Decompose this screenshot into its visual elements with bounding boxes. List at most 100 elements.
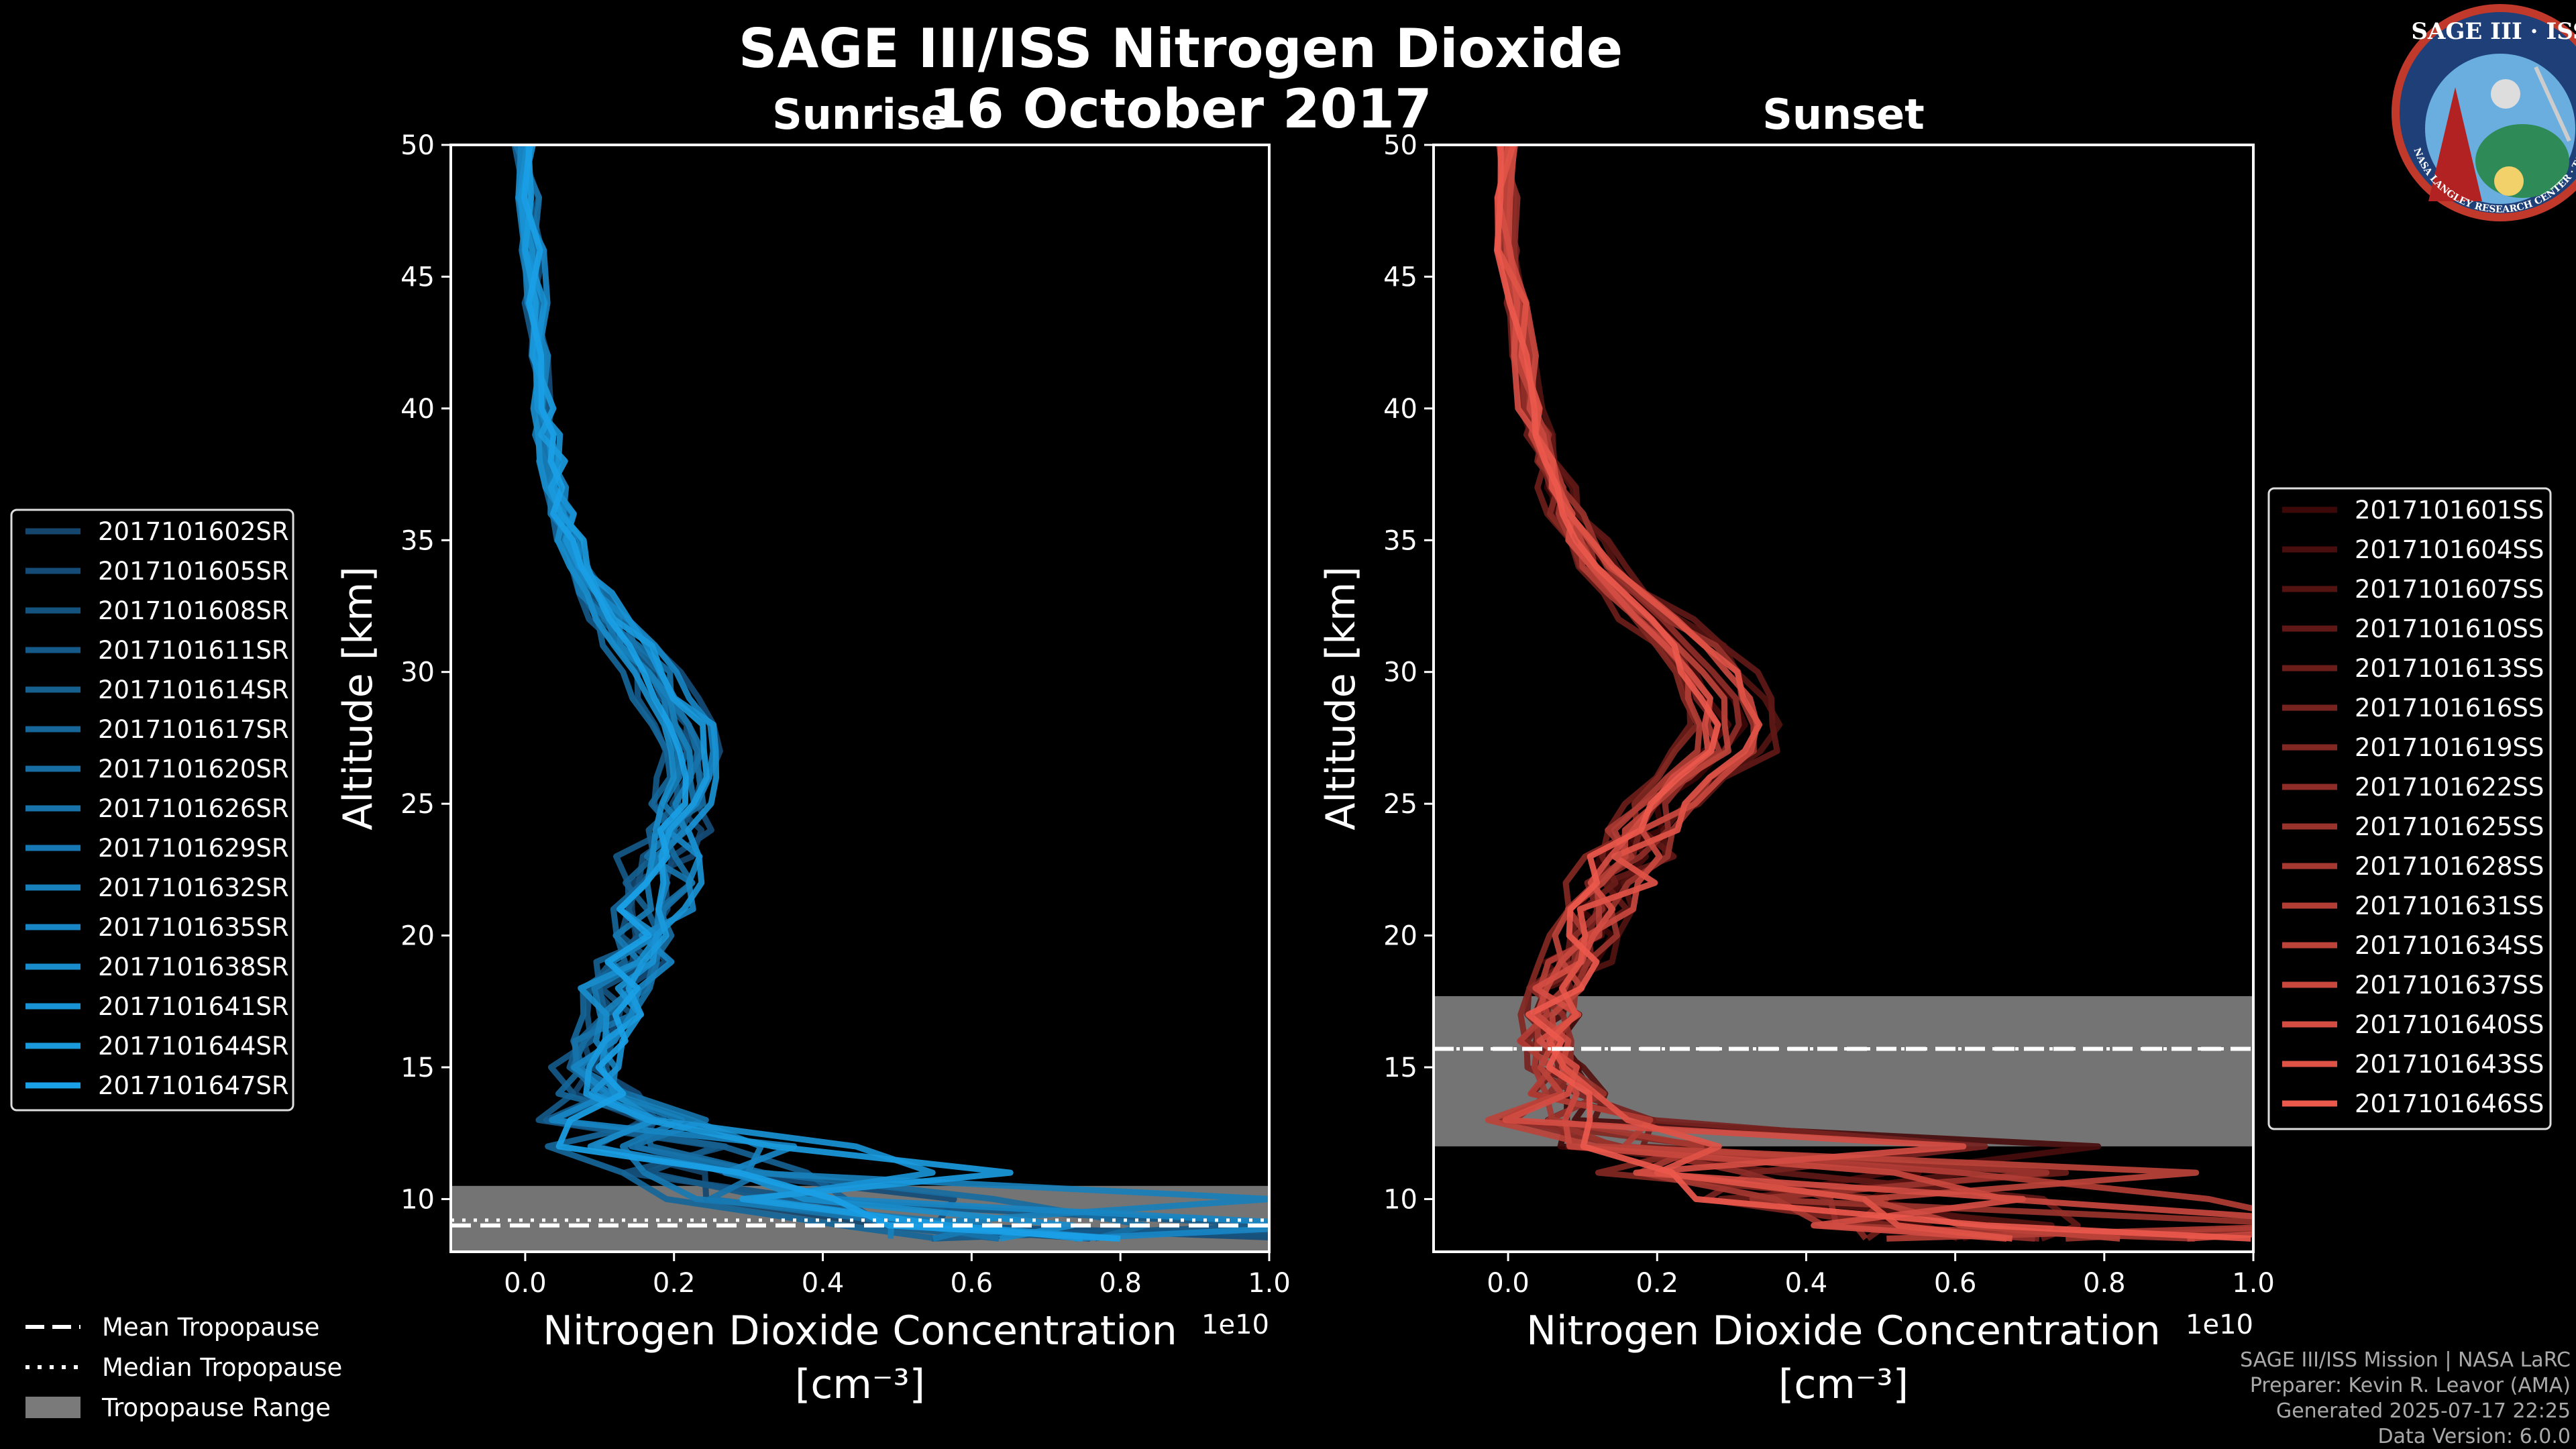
- legend-entry-label: 2017101632SR: [98, 873, 289, 902]
- sunset-legend: 2017101601SS 2017101604SS 2017101607SS 2017…: [2267, 487, 2552, 1130]
- x-exponent-label: 1e10: [2186, 1309, 2253, 1340]
- legend-entry-label: 2017101602SR: [98, 517, 289, 546]
- x-axis-unit: [cm⁻³]: [1778, 1361, 1909, 1408]
- main-title: SAGE III/ISS Nitrogen Dioxide: [739, 17, 1623, 80]
- legend-entry-label: 2017101616SS: [2355, 694, 2544, 722]
- x-tick-label: 0.4: [802, 1268, 845, 1299]
- legend-entry-label: 2017101647SR: [98, 1071, 289, 1100]
- legend-entry-label: 2017101637SS: [2355, 971, 2544, 1000]
- x-tick-label: 0.2: [1635, 1268, 1678, 1299]
- y-axis-label: Altitude [km]: [1318, 566, 1364, 830]
- legend-entry-label: 2017101607SS: [2355, 575, 2544, 604]
- legend-entry-label: 2017101640SS: [2355, 1010, 2544, 1039]
- profile-line-2017101641SR: [518, 145, 1118, 1242]
- footer-mission: SAGE III/ISS Mission | NASA LaRC: [2240, 1348, 2571, 1372]
- legend-entry-label: 2017101617SR: [98, 715, 289, 744]
- plot-frame: [449, 144, 1271, 1253]
- x-exponent-label: 1e10: [1201, 1309, 1269, 1340]
- y-tick-label: 40: [1383, 394, 1417, 425]
- y-tick-label: 50: [1383, 130, 1417, 161]
- profile-line-2017101637SS: [1505, 145, 2253, 1242]
- legend-entry-label: 2017101610SS: [2355, 614, 2544, 643]
- legend-entry-label: 2017101601SS: [2355, 496, 2544, 525]
- logo-moon: [2491, 79, 2520, 109]
- x-tick-label: 1.0: [1248, 1268, 1291, 1299]
- x-axis-unit: [cm⁻³]: [795, 1361, 925, 1408]
- legend-entry-label: 2017101614SR: [98, 676, 289, 704]
- plot-area: [1434, 145, 2253, 1242]
- footer-generated: Generated 2025-07-17 22:25: [2276, 1399, 2571, 1423]
- profile-line-2017101611SR: [521, 145, 1269, 1242]
- legend-entry-label: 2017101638SR: [98, 953, 289, 981]
- footer-credits: SAGE III/ISS Mission | NASA LaRC Prepare…: [2240, 1348, 2571, 1448]
- sunset-plot: 0.0 0.2 0.4 0.6 0.8 1.0 10 15 20 25 30 35 40 45 50 1e10…: [1318, 130, 2275, 1408]
- y-tick-label: 30: [400, 657, 435, 688]
- legend-entry-label: 2017101629SR: [98, 834, 289, 863]
- legend-entry-label: 2017101644SR: [98, 1032, 289, 1061]
- y-tick-label: 45: [400, 262, 435, 292]
- legend-entry-label: 2017101646SS: [2355, 1089, 2544, 1118]
- logo-station: [2534, 66, 2571, 142]
- legend-entry-label: 2017101605SR: [98, 557, 289, 586]
- date-title: 16 October 2017: [929, 78, 1432, 140]
- legend-entry-label: 2017101625SS: [2355, 812, 2544, 841]
- y-axis-label: Altitude [km]: [335, 566, 382, 830]
- legend-entry-label: 2017101626SR: [98, 794, 289, 823]
- legend-entry-label: 2017101622SS: [2355, 773, 2544, 802]
- footer-version: Data Version: 6.0.0: [2378, 1425, 2571, 1448]
- legend-entry-label: 2017101641SR: [98, 992, 289, 1021]
- x-tick-label: 0.0: [504, 1268, 547, 1299]
- sunrise-legend-frame: [10, 508, 294, 1112]
- y-tick-label: 25: [1383, 789, 1417, 820]
- y-tick-label: 25: [400, 789, 435, 820]
- legend-entry-label: 2017101628SS: [2355, 852, 2544, 881]
- sunrise-legend: 2017101602SR 2017101605SR 2017101608SR 2017…: [10, 508, 294, 1112]
- sunrise-panel-title: Sunrise: [772, 90, 949, 139]
- legend-entry-label: 2017101634SS: [2355, 931, 2544, 960]
- y-tick-label: 50: [400, 130, 435, 161]
- legend-entry-label: 2017101613SS: [2355, 654, 2544, 683]
- sunset-panel-title: Sunset: [1762, 90, 1925, 139]
- profile-line-2017101646SS: [1494, 145, 2251, 1242]
- legend-entry-label: 2017101611SR: [98, 636, 289, 665]
- legend-entry-label: 2017101643SS: [2355, 1050, 2544, 1079]
- x-tick-label: 0.6: [1934, 1268, 1977, 1299]
- y-tick-label: 10: [1383, 1184, 1417, 1215]
- x-axis-label: Nitrogen Dioxide Concentration: [543, 1307, 1177, 1354]
- legend-entry-label: 2017101631SS: [2355, 892, 2544, 920]
- logo-figure: [2428, 87, 2482, 201]
- x-tick-label: 0.8: [2083, 1268, 2126, 1299]
- y-tick-label: 45: [1383, 262, 1417, 292]
- median-tropopause-label: Median Tropopause: [102, 1353, 342, 1382]
- y-tick-label: 10: [400, 1184, 435, 1215]
- profile-line-2017101635SR: [515, 145, 1269, 1242]
- legend-entry-label: 2017101608SR: [98, 596, 289, 625]
- x-tick-label: 0.4: [1785, 1268, 1828, 1299]
- x-tick-label: 0.2: [653, 1268, 696, 1299]
- legend-entry-label: 2017101619SS: [2355, 733, 2544, 762]
- x-tick-label: 0.6: [951, 1268, 994, 1299]
- plot-area: [451, 145, 1269, 1252]
- legend-entry-label: 2017101635SR: [98, 913, 289, 942]
- y-tick-label: 15: [400, 1053, 435, 1083]
- logo-title: SAGE III · ISS: [2411, 18, 2576, 45]
- y-tick-label: 35: [1383, 525, 1417, 556]
- x-tick-label: 0.8: [1099, 1268, 1142, 1299]
- legend-entry-label: 2017101620SR: [98, 755, 289, 784]
- plot-frame: [1432, 144, 2255, 1253]
- profile-line-2017101647SR: [521, 145, 1121, 1242]
- y-tick-label: 20: [400, 921, 435, 952]
- tropopause-legend: Mean Tropopause Median Tropopause Tropop…: [25, 1313, 342, 1422]
- profile-line-2017101644SR: [522, 145, 1083, 1242]
- x-axis-label: Nitrogen Dioxide Concentration: [1526, 1307, 2161, 1354]
- y-tick-label: 30: [1383, 657, 1417, 688]
- logo-sun: [2494, 166, 2524, 196]
- mean-tropopause-label: Mean Tropopause: [102, 1313, 320, 1342]
- sunrise-plot: 0.0 0.2 0.4 0.6 0.8 1.0 10 15 20 25 30 35 40 45 50 1e10…: [335, 130, 1291, 1408]
- y-tick-label: 40: [400, 394, 435, 425]
- footer-preparer: Preparer: Kevin R. Leavor (AMA): [2250, 1374, 2571, 1397]
- y-tick-label: 15: [1383, 1053, 1417, 1083]
- x-tick-label: 1.0: [2232, 1268, 2275, 1299]
- legend-entry-label: 2017101604SS: [2355, 535, 2544, 564]
